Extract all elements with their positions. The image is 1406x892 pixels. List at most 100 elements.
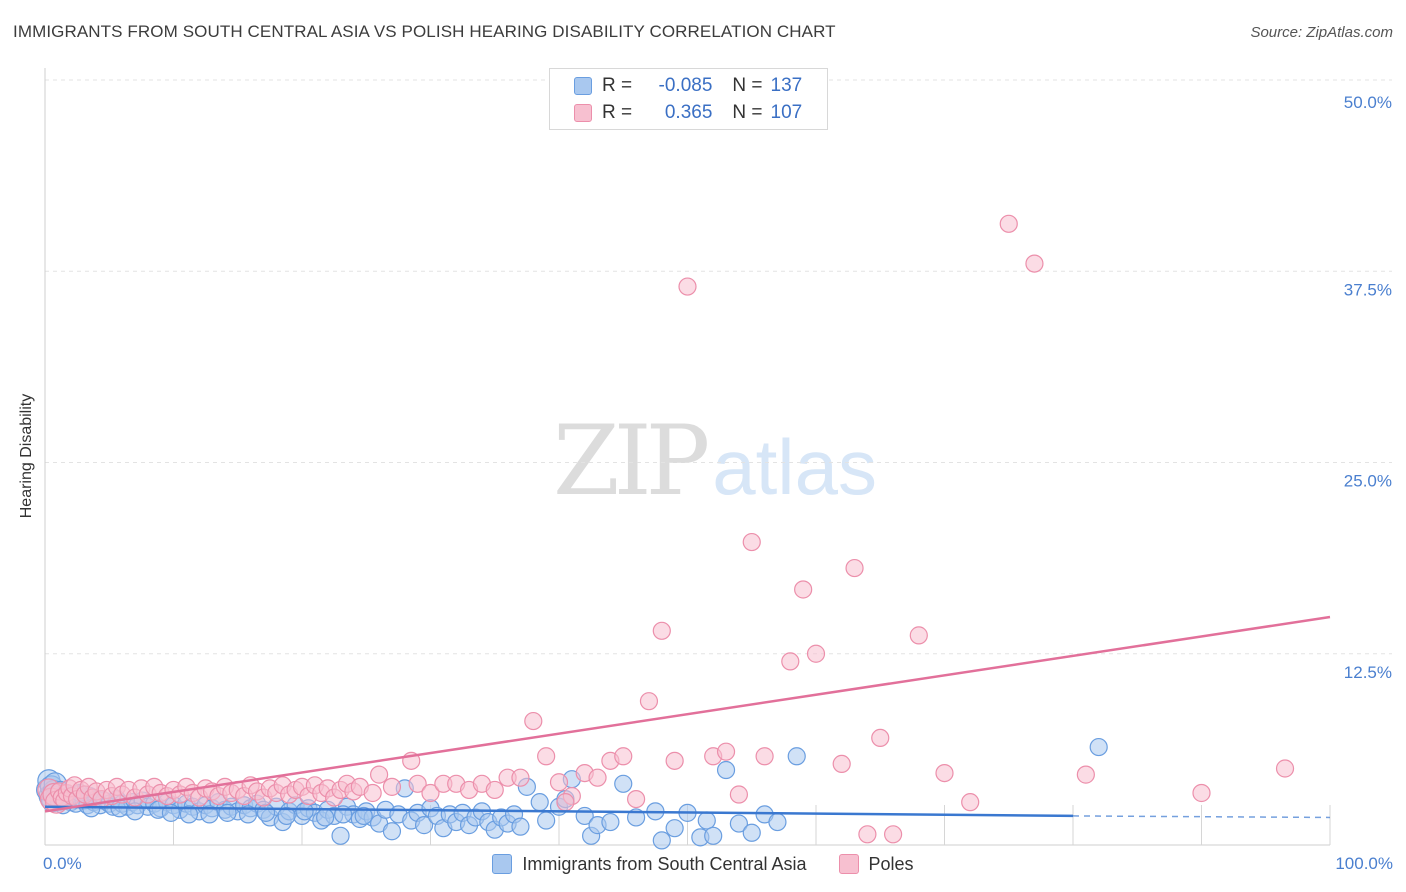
point-immigrants	[200, 805, 219, 824]
point-poles	[755, 747, 774, 766]
point-poles	[665, 751, 684, 770]
trend-line-immigrants	[44, 805, 1074, 818]
point-poles	[858, 825, 877, 844]
point-poles	[781, 652, 800, 671]
grid-lines	[45, 79, 1392, 655]
n-value: 137	[770, 75, 803, 96]
point-poles	[794, 580, 813, 599]
legend-item-poles[interactable]: Poles	[838, 854, 914, 875]
point-immigrants	[414, 816, 434, 835]
point-immigrants	[729, 814, 749, 833]
axes	[44, 68, 1331, 846]
point-poles	[485, 780, 504, 800]
point-poles	[614, 747, 633, 766]
point-poles	[909, 626, 928, 645]
r-value: 0.365	[664, 102, 713, 123]
r-value: -0.085	[658, 75, 713, 96]
correlation-legend: R = -0.085 N = 137 R = 0.365 N = 107	[549, 68, 828, 130]
point-immigrants	[382, 822, 402, 841]
point-immigrants	[354, 806, 373, 826]
point-immigrants	[787, 747, 806, 766]
point-immigrants	[665, 819, 684, 838]
legend-swatch-pink	[838, 854, 859, 874]
point-poles	[883, 825, 903, 844]
data-points	[35, 214, 1295, 850]
y-tick-label: 50.0%	[1344, 93, 1392, 112]
point-poles	[1076, 765, 1095, 784]
point-poles	[363, 783, 382, 803]
point-immigrants	[1089, 737, 1108, 757]
point-immigrants	[277, 806, 296, 826]
point-immigrants	[704, 826, 723, 845]
point-immigrants	[256, 803, 276, 822]
x-tick-label: 0.0%	[43, 854, 82, 873]
series-legend: Immigrants from South Central Asia Poles	[0, 852, 1406, 876]
point-poles	[549, 773, 569, 792]
point-poles	[421, 783, 440, 803]
point-poles	[1275, 759, 1295, 778]
point-poles	[729, 785, 749, 804]
legend-swatch-blue	[492, 854, 513, 874]
point-poles	[408, 774, 427, 793]
point-poles	[871, 728, 890, 748]
point-immigrants	[614, 774, 633, 793]
legend-row-poles: R = 0.365 N = 107	[574, 102, 802, 124]
r-label: R =	[602, 102, 633, 123]
tick-labels: 12.5% 25.0% 37.5% 50.0% 0.0% 100.0%	[43, 93, 1393, 873]
point-poles	[999, 214, 1018, 233]
legend-label-immigrants: Immigrants from South Central Asia	[522, 853, 807, 874]
point-immigrants	[295, 802, 314, 821]
point-poles	[652, 621, 671, 640]
r-label: R =	[602, 75, 633, 96]
point-poles	[832, 754, 851, 774]
chart-title: IMMIGRANTS FROM SOUTH CENTRAL ASIA VS PO…	[13, 22, 836, 41]
point-immigrants	[218, 803, 237, 822]
point-immigrants	[238, 805, 258, 824]
point-immigrants	[331, 826, 350, 845]
point-poles	[806, 644, 826, 663]
trend-line-immigrants-extrapolated	[1072, 815, 1331, 819]
point-immigrants	[652, 831, 671, 850]
point-immigrants	[716, 760, 736, 780]
n-label: N =	[732, 75, 763, 96]
point-poles	[639, 692, 659, 711]
point-poles	[524, 711, 543, 731]
watermark-zip: ZIP	[553, 405, 710, 517]
point-poles	[845, 558, 864, 578]
legend-item-immigrants[interactable]: Immigrants from South Central Asia	[492, 853, 807, 875]
point-immigrants	[742, 823, 761, 842]
point-poles	[1025, 254, 1044, 273]
point-poles	[382, 777, 402, 796]
point-immigrants	[316, 808, 335, 827]
x-tick-label: 100.0%	[1335, 854, 1393, 873]
zipatlas-watermark: ZIP atlas	[553, 405, 877, 517]
source-credit[interactable]: Source: ZipAtlas.com	[1250, 24, 1393, 41]
y-tick-label: 37.5%	[1344, 280, 1392, 299]
point-immigrants	[768, 812, 787, 832]
point-poles	[511, 768, 530, 787]
point-poles	[370, 765, 389, 784]
point-poles	[961, 793, 980, 812]
legend-swatch-blue	[574, 77, 592, 95]
point-immigrants	[697, 811, 716, 830]
point-poles	[678, 277, 697, 296]
trend-lines	[44, 615, 1331, 819]
y-axis-label: Hearing Disability	[18, 393, 35, 519]
point-immigrants	[179, 805, 199, 824]
watermark-atlas: atlas	[712, 423, 877, 511]
point-poles	[716, 742, 736, 761]
point-poles	[556, 793, 575, 812]
legend-swatch-pink	[574, 104, 592, 122]
point-immigrants	[537, 811, 556, 830]
point-poles	[626, 789, 646, 809]
y-tick-label: 25.0%	[1344, 472, 1392, 491]
point-poles	[588, 768, 607, 787]
n-label: N =	[732, 102, 763, 123]
point-immigrants	[530, 793, 549, 812]
point-immigrants	[601, 812, 620, 832]
y-tick-label: 12.5%	[1344, 663, 1392, 682]
trend-line-poles	[44, 615, 1331, 813]
point-poles	[537, 747, 556, 766]
point-immigrants	[511, 817, 530, 836]
